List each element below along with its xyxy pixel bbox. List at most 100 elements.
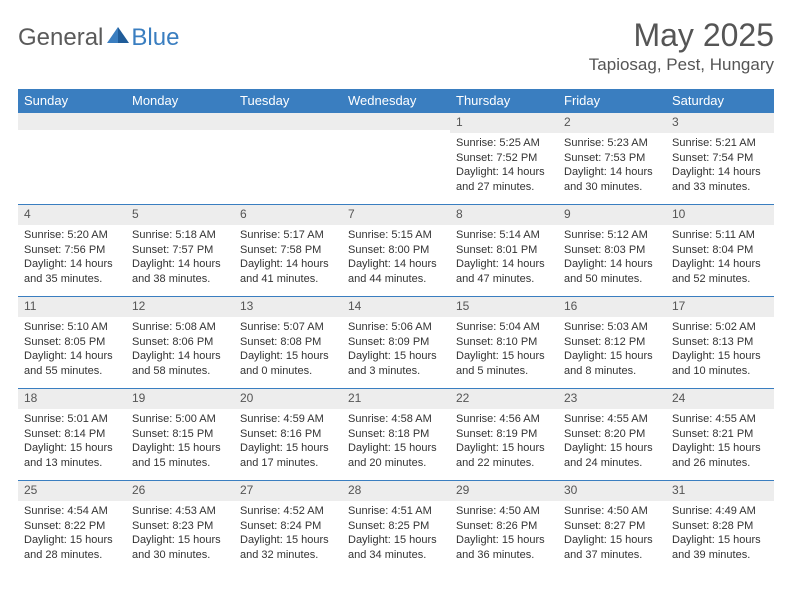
day-cell: 20Sunrise: 4:59 AMSunset: 8:16 PMDayligh… <box>234 388 342 480</box>
calendar-body: 1Sunrise: 5:25 AMSunset: 7:52 PMDaylight… <box>18 112 774 572</box>
day-number-band: 1 <box>450 112 558 133</box>
daylight-text: Daylight: 15 hours and 39 minutes. <box>672 533 768 563</box>
sunset-text: Sunset: 8:19 PM <box>456 427 552 442</box>
sunrise-text: Sunrise: 4:52 AM <box>240 504 336 519</box>
day-body: Sunrise: 4:54 AMSunset: 8:22 PMDaylight:… <box>18 501 126 567</box>
sunset-text: Sunset: 8:13 PM <box>672 335 768 350</box>
day-number-band <box>18 112 126 130</box>
sunrise-text: Sunrise: 4:56 AM <box>456 412 552 427</box>
sunrise-text: Sunrise: 5:18 AM <box>132 228 228 243</box>
sunrise-text: Sunrise: 4:55 AM <box>564 412 660 427</box>
day-cell: 2Sunrise: 5:23 AMSunset: 7:53 PMDaylight… <box>558 112 666 204</box>
sunset-text: Sunset: 8:15 PM <box>132 427 228 442</box>
sunset-text: Sunset: 8:22 PM <box>24 519 120 534</box>
sunrise-text: Sunrise: 5:15 AM <box>348 228 444 243</box>
sunset-text: Sunset: 8:26 PM <box>456 519 552 534</box>
day-body: Sunrise: 5:21 AMSunset: 7:54 PMDaylight:… <box>666 133 774 199</box>
day-number-band: 15 <box>450 296 558 317</box>
day-number-band: 23 <box>558 388 666 409</box>
day-body: Sunrise: 4:55 AMSunset: 8:20 PMDaylight:… <box>558 409 666 475</box>
sunrise-text: Sunrise: 4:59 AM <box>240 412 336 427</box>
daylight-text: Daylight: 14 hours and 27 minutes. <box>456 165 552 195</box>
daylight-text: Daylight: 15 hours and 34 minutes. <box>348 533 444 563</box>
day-cell: 28Sunrise: 4:51 AMSunset: 8:25 PMDayligh… <box>342 480 450 572</box>
day-cell: 14Sunrise: 5:06 AMSunset: 8:09 PMDayligh… <box>342 296 450 388</box>
day-number-band: 19 <box>126 388 234 409</box>
location-text: Tapiosag, Pest, Hungary <box>589 55 774 75</box>
day-number-band: 2 <box>558 112 666 133</box>
daylight-text: Daylight: 15 hours and 5 minutes. <box>456 349 552 379</box>
day-number-band: 5 <box>126 204 234 225</box>
day-body: Sunrise: 4:51 AMSunset: 8:25 PMDaylight:… <box>342 501 450 567</box>
daylight-text: Daylight: 14 hours and 44 minutes. <box>348 257 444 287</box>
day-body: Sunrise: 5:11 AMSunset: 8:04 PMDaylight:… <box>666 225 774 291</box>
day-cell: 29Sunrise: 4:50 AMSunset: 8:26 PMDayligh… <box>450 480 558 572</box>
daylight-text: Daylight: 14 hours and 33 minutes. <box>672 165 768 195</box>
brand-logo: General Blue <box>18 18 179 52</box>
sunset-text: Sunset: 8:18 PM <box>348 427 444 442</box>
sunrise-text: Sunrise: 4:58 AM <box>348 412 444 427</box>
day-body: Sunrise: 5:02 AMSunset: 8:13 PMDaylight:… <box>666 317 774 383</box>
day-number-band: 13 <box>234 296 342 317</box>
day-number-band: 8 <box>450 204 558 225</box>
sunset-text: Sunset: 8:20 PM <box>564 427 660 442</box>
day-body: Sunrise: 4:50 AMSunset: 8:26 PMDaylight:… <box>450 501 558 567</box>
day-body: Sunrise: 5:20 AMSunset: 7:56 PMDaylight:… <box>18 225 126 291</box>
sunrise-text: Sunrise: 4:50 AM <box>564 504 660 519</box>
day-cell: 11Sunrise: 5:10 AMSunset: 8:05 PMDayligh… <box>18 296 126 388</box>
day-body: Sunrise: 5:10 AMSunset: 8:05 PMDaylight:… <box>18 317 126 383</box>
sunrise-text: Sunrise: 5:20 AM <box>24 228 120 243</box>
day-cell <box>234 112 342 204</box>
sunset-text: Sunset: 8:03 PM <box>564 243 660 258</box>
sunrise-text: Sunrise: 5:00 AM <box>132 412 228 427</box>
sunrise-text: Sunrise: 5:07 AM <box>240 320 336 335</box>
daylight-text: Daylight: 15 hours and 32 minutes. <box>240 533 336 563</box>
sunset-text: Sunset: 8:24 PM <box>240 519 336 534</box>
day-number-band: 25 <box>18 480 126 501</box>
weekday-header: Saturday <box>666 89 774 112</box>
daylight-text: Daylight: 14 hours and 30 minutes. <box>564 165 660 195</box>
daylight-text: Daylight: 15 hours and 28 minutes. <box>24 533 120 563</box>
sunset-text: Sunset: 8:23 PM <box>132 519 228 534</box>
calendar-week-row: 1Sunrise: 5:25 AMSunset: 7:52 PMDaylight… <box>18 112 774 204</box>
day-cell: 10Sunrise: 5:11 AMSunset: 8:04 PMDayligh… <box>666 204 774 296</box>
day-body: Sunrise: 5:14 AMSunset: 8:01 PMDaylight:… <box>450 225 558 291</box>
day-cell: 31Sunrise: 4:49 AMSunset: 8:28 PMDayligh… <box>666 480 774 572</box>
sunrise-text: Sunrise: 5:08 AM <box>132 320 228 335</box>
sunset-text: Sunset: 8:14 PM <box>24 427 120 442</box>
day-number-band: 16 <box>558 296 666 317</box>
calendar-week-row: 4Sunrise: 5:20 AMSunset: 7:56 PMDaylight… <box>18 204 774 296</box>
brand-blue: Blue <box>131 24 179 52</box>
weekday-header: Tuesday <box>234 89 342 112</box>
brand-general: General <box>18 24 103 52</box>
title-block: May 2025 Tapiosag, Pest, Hungary <box>589 18 774 75</box>
sunrise-text: Sunrise: 5:17 AM <box>240 228 336 243</box>
day-cell: 21Sunrise: 4:58 AMSunset: 8:18 PMDayligh… <box>342 388 450 480</box>
sunrise-text: Sunrise: 5:06 AM <box>348 320 444 335</box>
day-number-band: 29 <box>450 480 558 501</box>
calendar-week-row: 25Sunrise: 4:54 AMSunset: 8:22 PMDayligh… <box>18 480 774 572</box>
day-number-band: 9 <box>558 204 666 225</box>
day-body: Sunrise: 4:58 AMSunset: 8:18 PMDaylight:… <box>342 409 450 475</box>
sunrise-text: Sunrise: 5:14 AM <box>456 228 552 243</box>
sunset-text: Sunset: 8:09 PM <box>348 335 444 350</box>
daylight-text: Daylight: 15 hours and 20 minutes. <box>348 441 444 471</box>
sunset-text: Sunset: 7:57 PM <box>132 243 228 258</box>
day-body: Sunrise: 5:07 AMSunset: 8:08 PMDaylight:… <box>234 317 342 383</box>
day-cell: 18Sunrise: 5:01 AMSunset: 8:14 PMDayligh… <box>18 388 126 480</box>
sunrise-text: Sunrise: 4:53 AM <box>132 504 228 519</box>
day-cell: 16Sunrise: 5:03 AMSunset: 8:12 PMDayligh… <box>558 296 666 388</box>
day-cell: 5Sunrise: 5:18 AMSunset: 7:57 PMDaylight… <box>126 204 234 296</box>
day-cell: 9Sunrise: 5:12 AMSunset: 8:03 PMDaylight… <box>558 204 666 296</box>
daylight-text: Daylight: 15 hours and 30 minutes. <box>132 533 228 563</box>
day-body: Sunrise: 5:08 AMSunset: 8:06 PMDaylight:… <box>126 317 234 383</box>
weekday-header: Wednesday <box>342 89 450 112</box>
day-number-band: 11 <box>18 296 126 317</box>
sunrise-text: Sunrise: 5:01 AM <box>24 412 120 427</box>
sunset-text: Sunset: 8:06 PM <box>132 335 228 350</box>
day-cell: 27Sunrise: 4:52 AMSunset: 8:24 PMDayligh… <box>234 480 342 572</box>
day-cell: 3Sunrise: 5:21 AMSunset: 7:54 PMDaylight… <box>666 112 774 204</box>
daylight-text: Daylight: 14 hours and 47 minutes. <box>456 257 552 287</box>
day-body: Sunrise: 4:56 AMSunset: 8:19 PMDaylight:… <box>450 409 558 475</box>
sunset-text: Sunset: 7:58 PM <box>240 243 336 258</box>
